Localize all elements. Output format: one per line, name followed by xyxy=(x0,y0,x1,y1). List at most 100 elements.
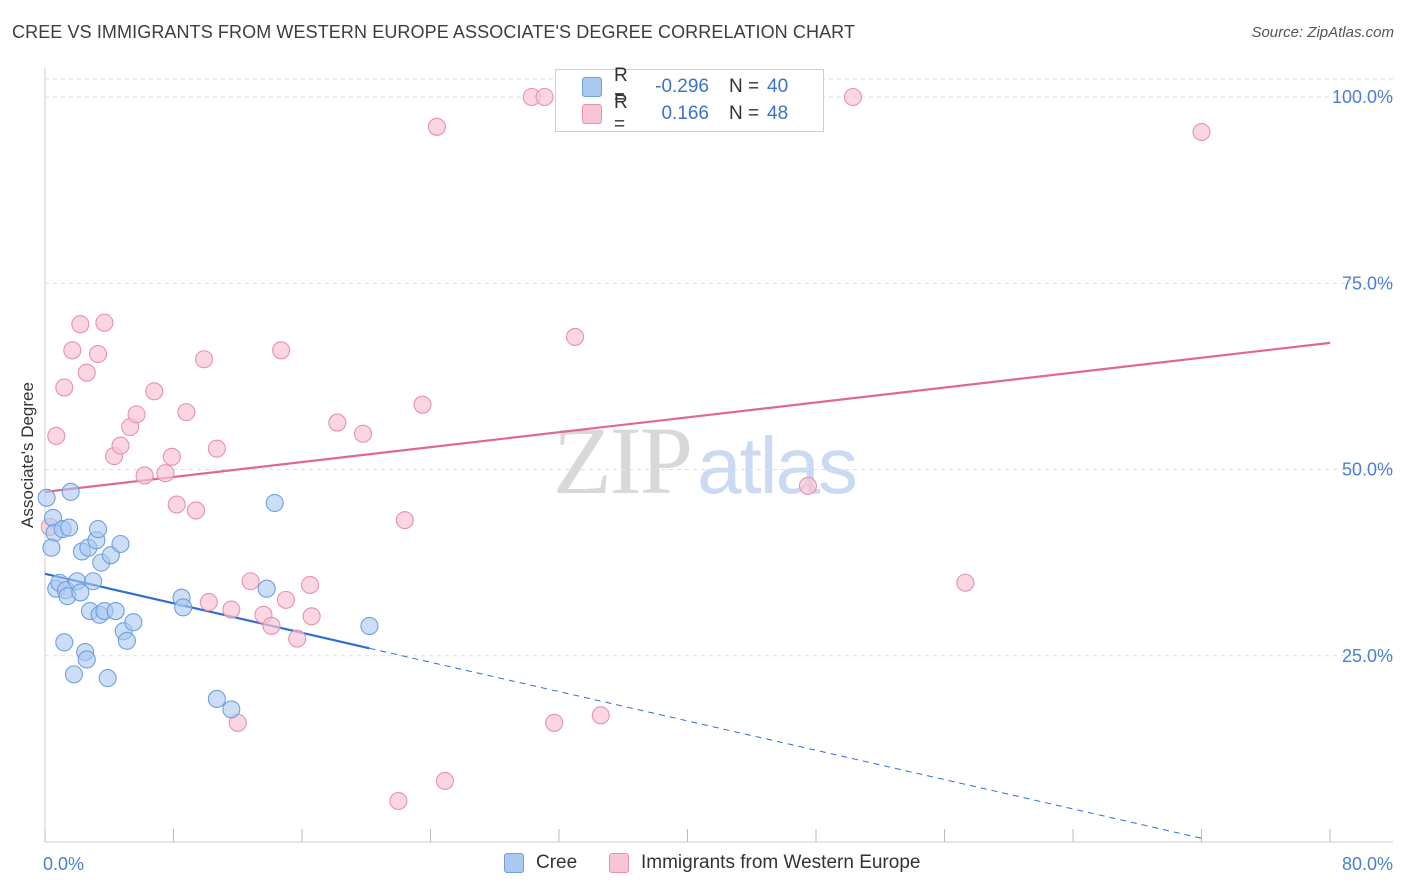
point-cree xyxy=(98,669,117,688)
point-immigrants xyxy=(413,395,432,414)
point-immigrants xyxy=(167,495,186,514)
point-immigrants xyxy=(207,439,226,458)
point-immigrants xyxy=(241,572,260,591)
point-immigrants xyxy=(95,313,114,332)
axes xyxy=(44,68,1393,843)
x-tick-label-min: 0.0% xyxy=(43,854,84,874)
point-immigrants xyxy=(798,476,818,495)
point-immigrants xyxy=(135,466,154,485)
series-swatch-cree xyxy=(504,853,524,873)
point-immigrants xyxy=(186,501,206,520)
point-immigrants xyxy=(77,363,96,382)
point-cree xyxy=(61,482,80,501)
point-immigrants xyxy=(566,327,585,346)
trend-lines xyxy=(44,341,1331,839)
y-tick-label-50: 50.0% xyxy=(1342,460,1393,480)
legend-n-label: N = xyxy=(729,103,760,124)
point-immigrants xyxy=(435,771,455,790)
legend-r-label: R = xyxy=(614,92,628,135)
point-immigrants xyxy=(276,590,295,609)
point-immigrants xyxy=(1192,122,1211,142)
point-cree xyxy=(106,601,125,621)
watermark-atlas: atlas xyxy=(697,421,858,510)
tick-labels: 25.0% 50.0% 75.0% 100.0% 0.0% 80.0% xyxy=(43,87,1393,874)
point-immigrants xyxy=(127,405,146,424)
point-cree xyxy=(207,689,226,709)
point-cree xyxy=(222,700,241,719)
legend-n-value: 48 xyxy=(767,103,789,124)
point-immigrants xyxy=(328,413,347,432)
point-immigrants xyxy=(199,593,218,612)
series-legend-cree: Cree xyxy=(504,852,577,874)
series-label-immigrants: Immigrants from Western Europe xyxy=(641,852,921,873)
point-immigrants xyxy=(300,575,320,595)
point-immigrants xyxy=(88,344,108,364)
legend-swatch-immigrants xyxy=(582,104,602,124)
series-swatch-immigrants xyxy=(609,853,629,873)
point-immigrants xyxy=(63,341,82,360)
point-immigrants xyxy=(162,447,181,466)
point-immigrants xyxy=(427,117,446,136)
point-cree xyxy=(37,488,56,507)
point-cree xyxy=(111,534,130,554)
y-tick-label-25: 25.0% xyxy=(1342,646,1393,666)
x-tick-label-max: 80.0% xyxy=(1342,854,1393,874)
y-tick-label-75: 75.0% xyxy=(1342,273,1393,293)
point-immigrants xyxy=(389,791,408,811)
point-immigrants xyxy=(288,629,307,648)
chart-title: CREE VS IMMIGRANTS FROM WESTERN EUROPE A… xyxy=(12,22,856,42)
point-cree xyxy=(265,493,284,513)
point-immigrants xyxy=(262,616,281,636)
point-immigrants xyxy=(177,403,196,422)
legend-r-value: -0.296 xyxy=(655,76,709,97)
legend-swatch-cree xyxy=(582,77,602,97)
point-cree xyxy=(71,583,90,602)
series-label-cree: Cree xyxy=(536,852,578,873)
point-immigrants xyxy=(47,426,66,446)
point-immigrants xyxy=(591,706,610,725)
legend-row-immigrants: R = 0.166 N = 48 xyxy=(582,92,789,135)
y-tick-label-100: 100.0% xyxy=(1332,87,1393,107)
point-immigrants xyxy=(194,350,214,369)
point-immigrants xyxy=(302,607,321,626)
point-immigrants xyxy=(956,573,975,592)
legend-r-value: 0.166 xyxy=(661,103,709,124)
point-immigrants xyxy=(145,382,164,401)
point-cree xyxy=(124,613,143,632)
point-immigrants xyxy=(55,378,74,397)
point-cree xyxy=(257,579,276,598)
legend-r-label: R = xyxy=(614,65,628,108)
point-cree xyxy=(60,518,79,537)
point-immigrants xyxy=(843,87,862,107)
point-cree xyxy=(64,665,83,684)
grid-lines xyxy=(45,78,1393,657)
point-cree xyxy=(42,538,61,557)
point-immigrants xyxy=(545,713,564,732)
data-points xyxy=(37,87,1211,811)
point-cree xyxy=(84,572,103,591)
legend-row-cree: R = -0.296 N = 40 xyxy=(582,65,789,108)
point-immigrants xyxy=(535,87,554,107)
point-immigrants xyxy=(395,511,414,530)
point-cree xyxy=(117,631,136,650)
point-immigrants xyxy=(353,424,373,443)
legend-n-value: 40 xyxy=(767,76,789,97)
trend-line-cree-extension xyxy=(369,647,1202,839)
point-cree xyxy=(360,616,379,636)
point-cree xyxy=(174,598,193,617)
point-immigrants xyxy=(222,600,241,619)
point-immigrants xyxy=(111,436,130,455)
point-cree xyxy=(77,650,96,669)
series-legend: Cree Immigrants from Western Europe xyxy=(0,852,1406,878)
series-legend-immigrants: Immigrants from Western Europe xyxy=(609,852,920,874)
point-immigrants xyxy=(272,341,291,360)
point-immigrants xyxy=(156,464,175,483)
correlation-legend: R = -0.296 N = 40 R = 0.166 N = 48 xyxy=(555,65,824,135)
point-immigrants xyxy=(71,315,90,334)
point-cree xyxy=(88,520,108,539)
legend-n-label: N = xyxy=(729,76,760,97)
trend-line-immigrants xyxy=(44,341,1331,493)
y-axis-label: Associate's Degree xyxy=(18,382,37,528)
source-label: Source: ZipAtlas.com xyxy=(1251,24,1394,41)
